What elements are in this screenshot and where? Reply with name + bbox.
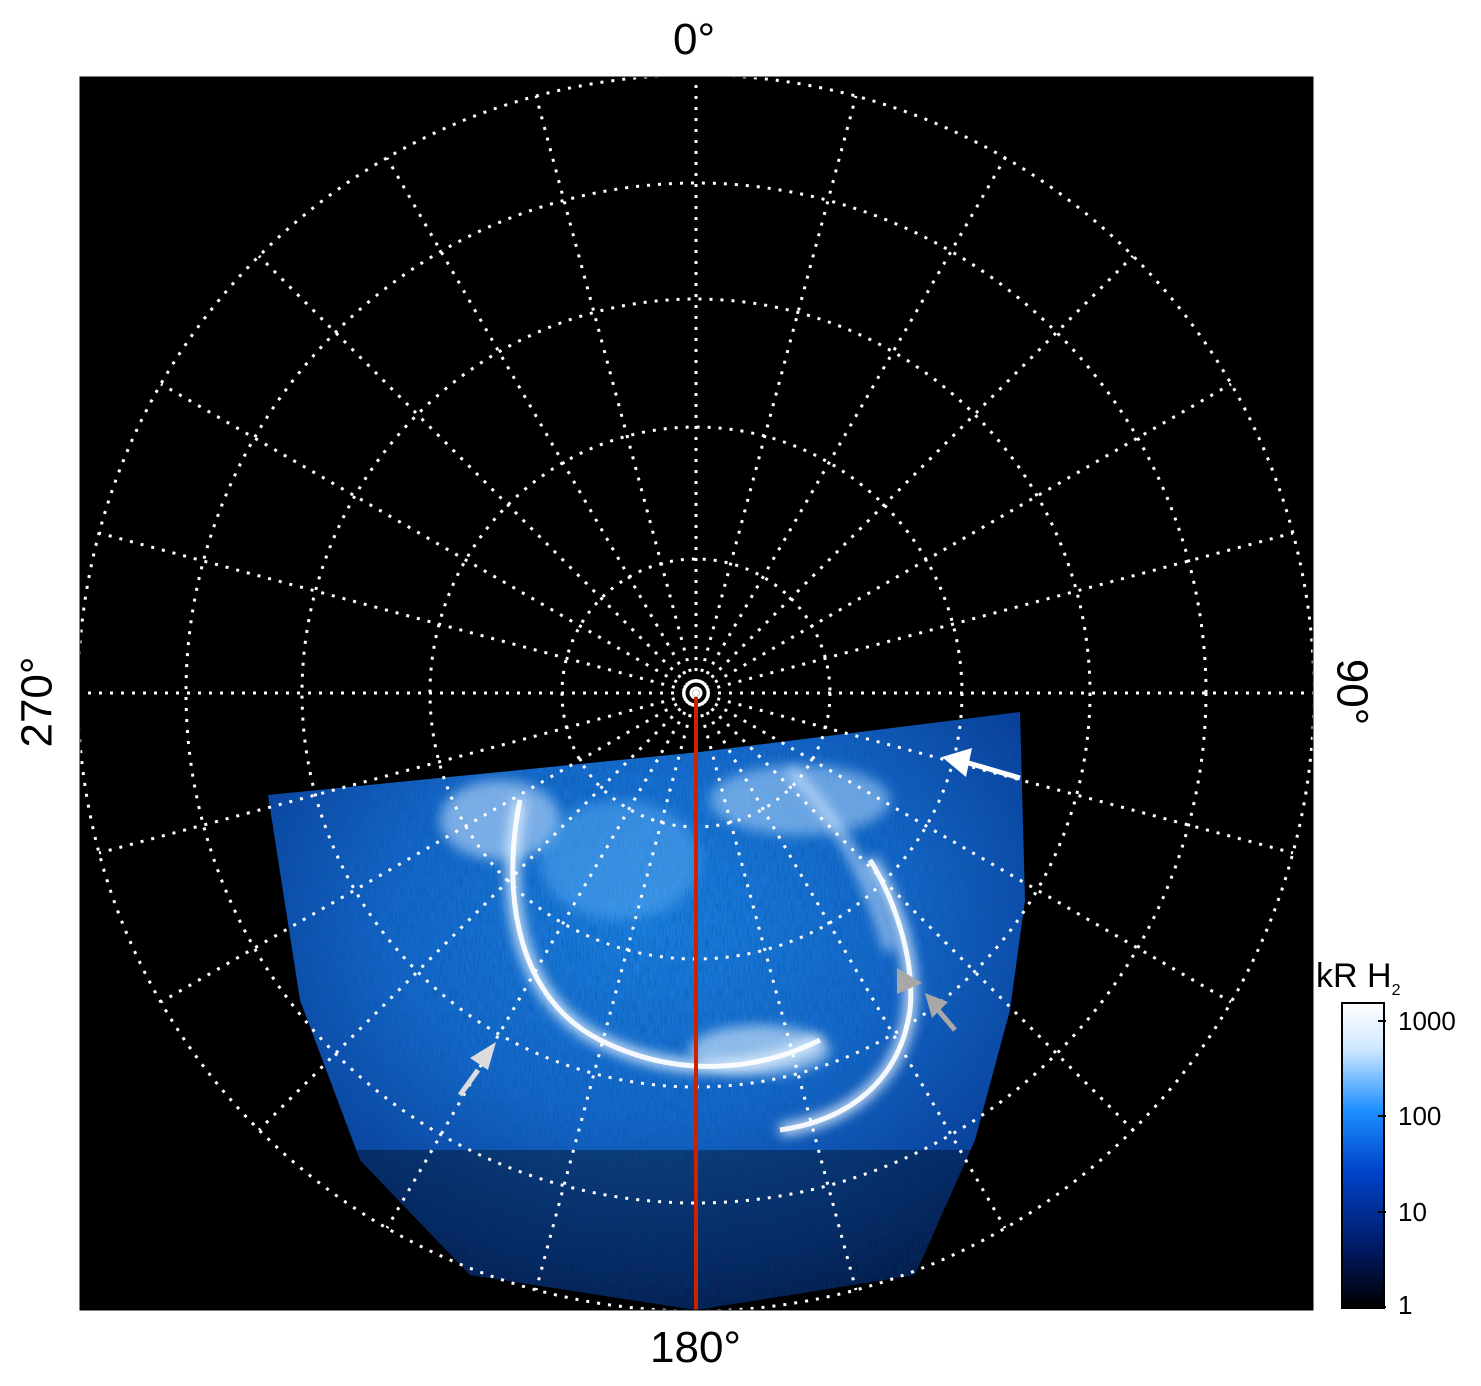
plot-frame bbox=[79, 76, 1314, 1311]
arrow-grey-icon bbox=[925, 993, 957, 1032]
colorbar-tick-label: 1 bbox=[1398, 1290, 1413, 1320]
colorbar-tick-label: 1000 bbox=[1398, 1006, 1456, 1036]
colorbar-tick-label: 100 bbox=[1398, 1101, 1442, 1131]
label-top-0deg: 0° bbox=[673, 15, 716, 64]
arrow-white-icon bbox=[942, 748, 1021, 781]
colorbar-tick-label: 10 bbox=[1398, 1197, 1427, 1227]
label-bottom-180deg: 180° bbox=[650, 1323, 742, 1372]
colorbar-ticks bbox=[1378, 1020, 1386, 1308]
label-left-270deg: 270° bbox=[12, 656, 62, 748]
aurora-emission bbox=[268, 712, 1025, 1310]
arrow-light-grey-icon bbox=[457, 1042, 496, 1097]
colorbar bbox=[1341, 1002, 1385, 1309]
colorbar-title: kR H2 bbox=[1316, 957, 1401, 999]
arrowhead-grey-icon bbox=[897, 968, 922, 994]
label-right-90deg: 90° bbox=[1327, 658, 1377, 726]
